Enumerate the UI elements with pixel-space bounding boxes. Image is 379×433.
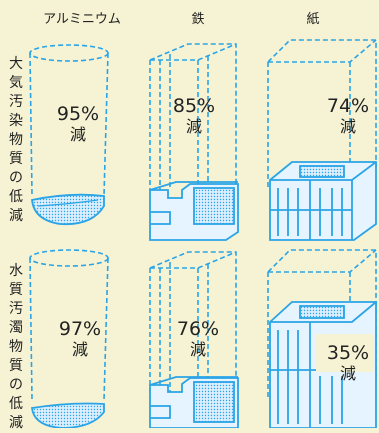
percent-aluminum-air: 95% (56, 103, 100, 125)
unit-iron-water: 減 (189, 340, 206, 359)
percent-iron-water: 76% (176, 318, 220, 340)
unit-paper-air: 減 (339, 117, 356, 136)
percent-iron-air: 85% (172, 95, 216, 117)
iron-remaining-water (149, 376, 239, 428)
value-paper-water: 35% 減 (318, 342, 378, 384)
value-aluminum-air: 95% 減 (48, 103, 108, 145)
aluminum-remaining-air (31, 193, 105, 226)
unit-paper-water: 減 (339, 364, 356, 383)
unit-aluminum-air: 減 (69, 125, 86, 144)
value-aluminum-water: 97% 減 (50, 318, 110, 360)
percent-aluminum-water: 97% (58, 318, 102, 340)
percent-paper-air: 74% (326, 95, 370, 117)
row-label-air: 大気汚染物質の低減 (9, 56, 23, 224)
percent-paper-water: 35% (326, 342, 370, 364)
iron-remaining-air (149, 181, 239, 241)
unit-aluminum-water: 減 (71, 340, 88, 359)
paper-remaining-air (269, 161, 377, 241)
aluminum-remaining-water (31, 402, 105, 428)
column-header-aluminum: アルミニウム (43, 12, 121, 27)
value-iron-water: 76% 減 (168, 318, 228, 360)
column-header-paper: 紙 (306, 12, 320, 27)
row-label-water: 水質汚濁物質の低減 (9, 263, 23, 431)
paper-remaining-water (269, 301, 377, 428)
unit-iron-air: 減 (185, 117, 202, 136)
column-header-iron: 鉄 (191, 12, 205, 27)
value-iron-air: 85% 減 (164, 95, 224, 137)
value-paper-air: 74% 減 (318, 95, 378, 137)
